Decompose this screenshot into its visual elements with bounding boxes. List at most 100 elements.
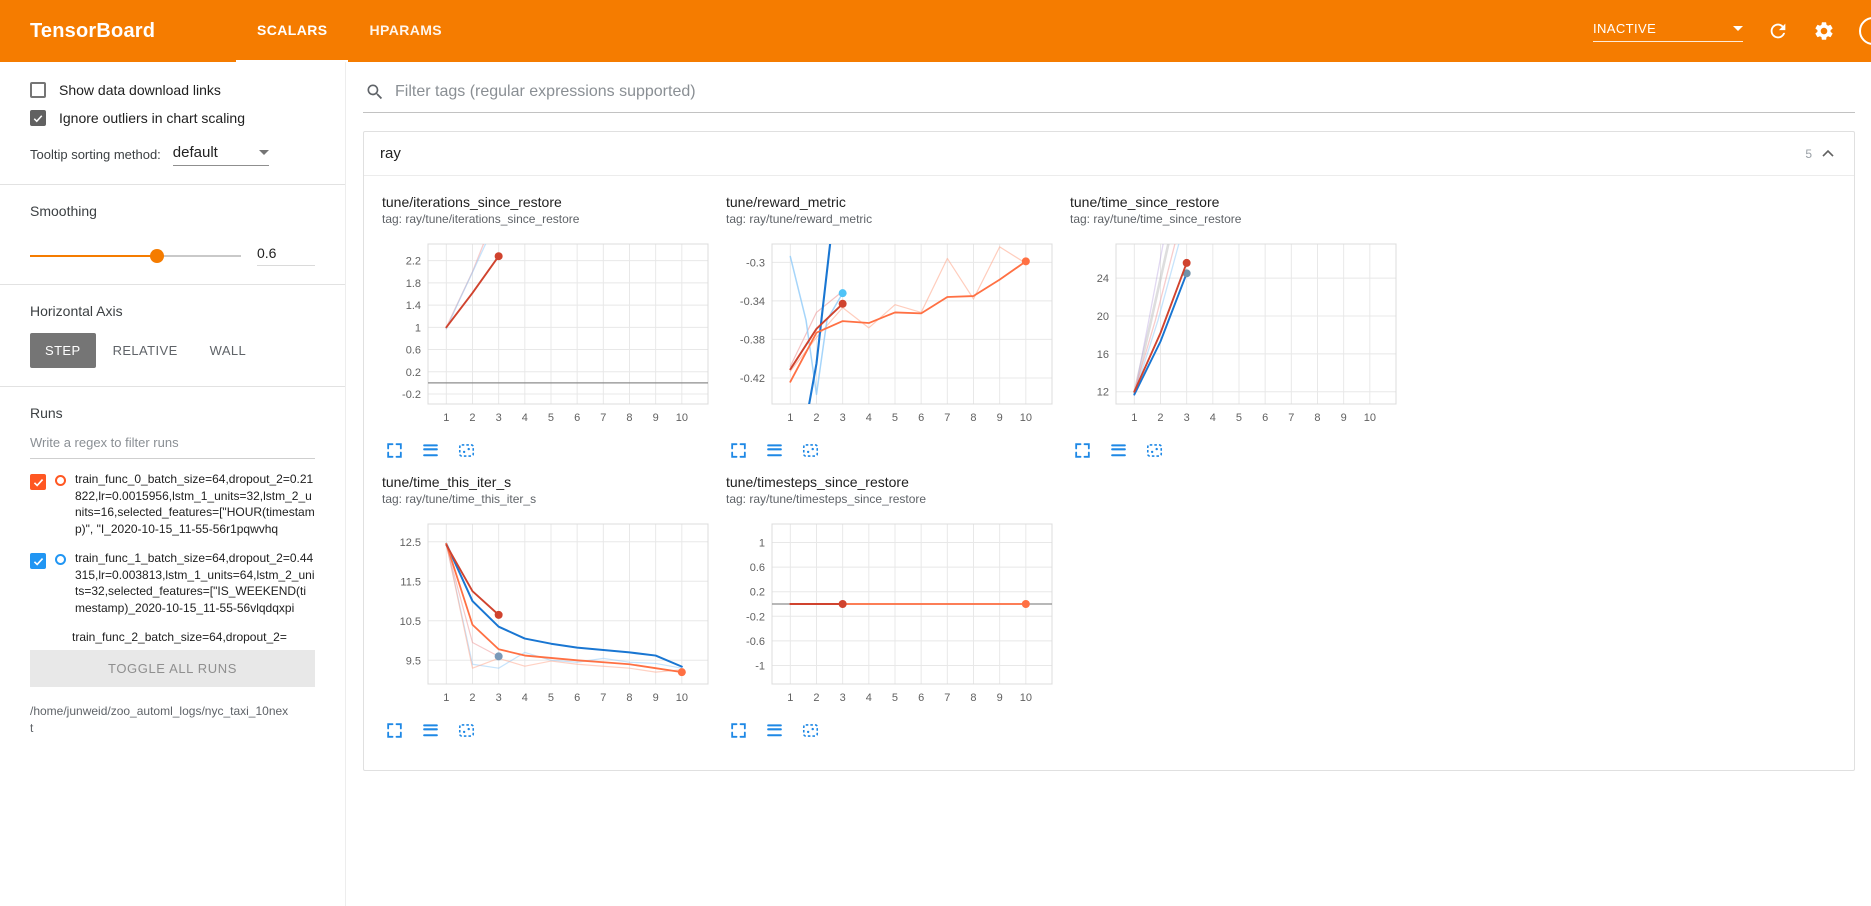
y-axis-tick-label: 10.5 xyxy=(400,616,421,628)
runs-filter-input[interactable] xyxy=(30,427,315,459)
divider xyxy=(0,284,345,285)
refresh-icon[interactable] xyxy=(1767,20,1789,42)
tab-hparams[interactable]: HPARAMS xyxy=(369,22,443,38)
run-color-ring-icon[interactable] xyxy=(55,554,66,566)
smoothing-slider[interactable] xyxy=(30,248,241,263)
series-end-dot-smoothed-red xyxy=(494,252,503,261)
tag-group-name: ray xyxy=(380,145,401,162)
checkbox-checked-icon[interactable] xyxy=(30,110,46,126)
expand-icon[interactable] xyxy=(385,441,404,460)
show-download-links-option[interactable]: Show data download links xyxy=(30,82,315,98)
option-label: Show data download links xyxy=(59,82,221,98)
checkbox-unchecked-icon[interactable] xyxy=(30,82,46,98)
x-axis-tick-label: 10 xyxy=(1364,412,1376,424)
expand-icon[interactable] xyxy=(385,721,404,740)
tag-group-card: ray 5 tune/iterations_since_restore tag: … xyxy=(363,131,1855,771)
data-status-select[interactable]: INACTIVE xyxy=(1593,21,1743,42)
ignore-outliers-option[interactable]: Ignore outliers in chart scaling xyxy=(30,110,315,126)
series-line-raw-lightblue xyxy=(445,543,683,669)
run-name: train_func_2_batch_size=64,dropout_2= xyxy=(72,630,287,645)
chevron-up-icon[interactable] xyxy=(1818,144,1838,164)
tab-scalars[interactable]: SCALARS xyxy=(236,0,349,62)
expand-icon[interactable] xyxy=(1073,441,1092,460)
run-name: train_func_0_batch_size=64,dropout_2=0.2… xyxy=(75,472,315,536)
series-line-raw-lightblue xyxy=(1133,244,1180,396)
chart-gridlines: 1 2 3 4 5 6 7 8 9 10 -1 -0.6 -0.2 0.2 0.6 1 xyxy=(746,524,1052,704)
series-line-smoothed-red xyxy=(1133,261,1188,393)
smoothing-value-input[interactable]: 0.6 xyxy=(257,245,315,266)
axis-step-button[interactable]: STEP xyxy=(30,333,96,368)
search-icon xyxy=(367,84,383,100)
fit-domain-icon[interactable] xyxy=(457,721,476,740)
y-axis-tick-label: 0.6 xyxy=(406,345,421,357)
log-scale-icon[interactable] xyxy=(421,441,440,460)
x-axis-tick-label: 5 xyxy=(1236,412,1242,424)
y-axis-tick-label: 0.6 xyxy=(750,562,765,574)
series-line-raw-pink xyxy=(1133,244,1176,393)
tooltip-sorting-value: default xyxy=(172,144,218,161)
fit-domain-icon[interactable] xyxy=(801,441,820,460)
log-scale-icon[interactable] xyxy=(765,721,784,740)
axis-wall-button[interactable]: WALL xyxy=(195,333,262,368)
run-color-ring-icon[interactable] xyxy=(55,475,66,486)
chart-tag: tag: ray/tune/timesteps_since_restore xyxy=(726,492,927,506)
run-checkbox-icon[interactable] xyxy=(30,474,46,490)
series-line-smoothed-blue xyxy=(1133,272,1188,396)
settings-gear-icon[interactable] xyxy=(1813,20,1835,42)
y-axis-tick-label: -0.2 xyxy=(746,611,765,623)
slider-thumb[interactable] xyxy=(149,248,164,263)
run-checkbox-icon[interactable] xyxy=(30,553,46,570)
series-line-raw-pink xyxy=(445,545,500,657)
axis-relative-button[interactable]: RELATIVE xyxy=(98,333,193,368)
x-axis-tick-label: 5 xyxy=(548,412,554,424)
app-header: TensorBoard SCALARS HPARAMS INACTIVE xyxy=(0,0,1871,62)
x-axis-tick-label: 6 xyxy=(918,412,924,424)
x-axis-tick-label: 8 xyxy=(970,692,976,704)
y-axis-tick-label: -0.34 xyxy=(740,296,765,308)
chart-toolbar xyxy=(382,441,718,460)
log-scale-icon[interactable] xyxy=(421,721,440,740)
x-axis-tick-label: 7 xyxy=(600,692,606,704)
tag-group-header[interactable]: ray 5 xyxy=(364,132,1854,176)
y-axis-tick-label: 9.5 xyxy=(406,655,421,667)
x-axis-tick-label: 10 xyxy=(1020,692,1032,704)
series-line-raw-pink xyxy=(789,290,844,368)
fit-domain-icon[interactable] xyxy=(457,441,476,460)
toggle-all-runs-button[interactable]: TOGGLE ALL RUNS xyxy=(30,649,315,687)
charts-grid: tune/iterations_since_restore tag: ray/tu… xyxy=(364,176,1854,770)
y-axis-tick-label: 16 xyxy=(1097,349,1109,361)
tag-group-count: 5 xyxy=(1805,146,1812,161)
series-line-smoothed-red xyxy=(445,255,500,329)
log-scale-icon[interactable] xyxy=(1109,441,1128,460)
expand-icon[interactable] xyxy=(729,441,748,460)
fit-domain-icon[interactable] xyxy=(1145,441,1164,460)
x-axis-tick-label: 7 xyxy=(600,412,606,424)
run-row[interactable]: train_func_1_batch_size=64,dropout_2=0.4… xyxy=(30,550,315,616)
fit-domain-icon[interactable] xyxy=(801,721,820,740)
main-content: ray 5 tune/iterations_since_restore tag: … xyxy=(347,62,1871,906)
chart-tag: tag: ray/tune/reward_metric xyxy=(726,212,873,226)
tooltip-sorting-dropdown[interactable]: default xyxy=(172,144,269,166)
x-axis-tick-label: 10 xyxy=(1020,412,1032,424)
line-chart: 1 2 3 4 5 6 7 8 9 10 -0.2 0.2 0.6 1 1.4 1.8 2.2 xyxy=(402,243,709,424)
run-row[interactable]: train_func_2_batch_size=64,dropout_2= xyxy=(30,629,315,646)
y-axis-tick-label: -0.42 xyxy=(740,373,765,385)
y-axis-tick-label: 20 xyxy=(1097,311,1109,323)
x-axis-tick-label: 9 xyxy=(997,692,1003,704)
tag-filter-input[interactable] xyxy=(395,83,1853,101)
tooltip-sorting-label: Tooltip sorting method: xyxy=(30,147,161,162)
chevron-down-icon xyxy=(1733,25,1743,31)
y-axis-tick-label: 1.8 xyxy=(406,278,421,290)
y-axis-tick-label: 2.2 xyxy=(406,256,421,268)
series-line-raw-lavender xyxy=(1133,244,1164,397)
series-end-dot-smoothed-orange xyxy=(1021,600,1030,608)
x-axis-tick-label: 2 xyxy=(1157,412,1163,424)
help-icon[interactable] xyxy=(1859,17,1871,45)
log-scale-icon[interactable] xyxy=(765,441,784,460)
chart-title: tune/time_since_restore xyxy=(1070,194,1220,210)
series-end-dot-smoothed-red xyxy=(1182,258,1191,267)
run-row[interactable]: train_func_0_batch_size=64,dropout_2=0.2… xyxy=(30,471,315,537)
line-chart: 1 2 3 4 5 6 7 8 9 10 9.5 10.5 11.5 12.5 xyxy=(400,523,709,704)
expand-icon[interactable] xyxy=(729,721,748,740)
